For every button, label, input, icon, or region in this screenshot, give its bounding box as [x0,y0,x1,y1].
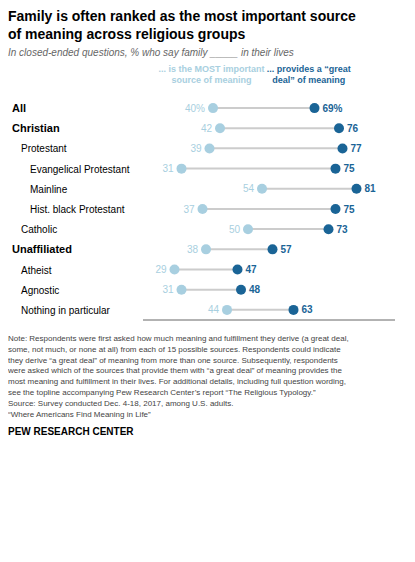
svg-text:38: 38 [187,244,199,255]
svg-text:29: 29 [155,264,167,275]
svg-text:50: 50 [229,224,241,235]
svg-text:77: 77 [351,143,363,154]
svg-text:40%: 40% [185,103,205,114]
svg-text:Agnostic: Agnostic [21,285,59,296]
svg-text:75: 75 [344,204,356,215]
svg-text:Christian: Christian [12,122,60,134]
svg-text:54: 54 [243,183,255,194]
html-text:PEW RESEARCH CENTER: PEW RESEARCH CENTER [8,426,134,438]
svg-text:Atheist: Atheist [21,265,52,276]
svg-text:All: All [12,102,26,114]
svg-text:76: 76 [347,123,359,134]
svg-text:48: 48 [249,284,261,295]
svg-text:47: 47 [246,264,258,275]
svg-text:73: 73 [337,224,349,235]
svg-text:81: 81 [365,183,377,194]
svg-text:Unaffiliated: Unaffiliated [12,243,72,255]
html-text:In closed-ended questions, % w: In closed-ended questions, % who say fam… [8,47,294,58]
svg-text:39: 39 [190,143,202,154]
svg-text:31: 31 [162,163,174,174]
html-text:Note: Respondents were first a: Note: Respondents were first asked how m… [8,334,349,419]
svg-text:57: 57 [281,244,293,255]
svg-text:Hist. black Protestant: Hist. black Protestant [30,204,125,215]
svg-text:69%: 69% [323,103,343,114]
svg-text:Nothing in particular: Nothing in particular [21,305,111,316]
svg-text:42: 42 [201,123,213,134]
svg-text:Mainline: Mainline [30,184,68,195]
html-text:... is the MOST important sour: ... is the MOST important source of mean… [158,64,265,86]
svg-text:63: 63 [302,304,314,315]
svg-text:31: 31 [162,284,174,295]
svg-text:44: 44 [208,304,220,315]
svg-text:Catholic: Catholic [21,224,57,235]
svg-text:37: 37 [183,204,195,215]
html-text:Family is often ranked as the: Family is often ranked as the most impor… [8,8,356,42]
html-text:... provides a “great deal” of: ... provides a “great deal” of meaning [266,64,351,86]
svg-text:Evangelical Protestant: Evangelical Protestant [30,164,130,175]
svg-text:75: 75 [344,163,356,174]
svg-text:Protestant: Protestant [21,143,67,154]
